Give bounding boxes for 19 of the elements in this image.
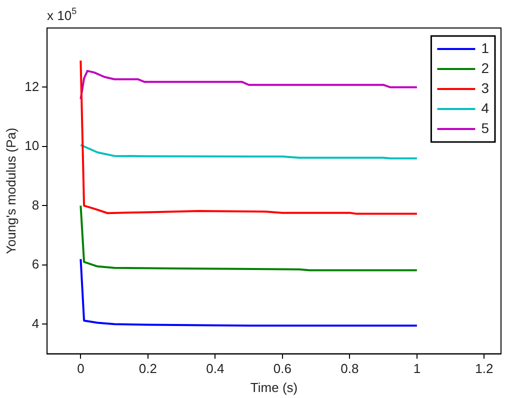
y-tick-label: 8	[32, 197, 40, 212]
x-tick-label: 0.8	[340, 361, 359, 376]
y-tick-label: 10	[24, 138, 40, 154]
legend-label: 1	[481, 40, 490, 56]
y-tick-label: 12	[24, 78, 40, 94]
legend-label: 5	[481, 120, 490, 136]
y-tick-label: 4	[32, 316, 40, 331]
x-tick-label: 1	[413, 361, 421, 376]
x-tick-label: 0.6	[273, 361, 292, 376]
y-tick-label: 6	[32, 256, 40, 272]
legend-label: 3	[481, 80, 490, 96]
legend-label: 4	[481, 100, 490, 116]
y-axis-title: Young's modulus (Pa)	[3, 128, 18, 254]
legend-label: 2	[481, 60, 490, 76]
x-axis-title: Time (s)	[250, 380, 298, 395]
x-tick-label: 0.2	[138, 361, 157, 376]
x-tick-label: 0	[77, 361, 84, 376]
x-tick-label: 1.2	[475, 361, 494, 376]
x-tick-label: 0.4	[206, 361, 224, 376]
